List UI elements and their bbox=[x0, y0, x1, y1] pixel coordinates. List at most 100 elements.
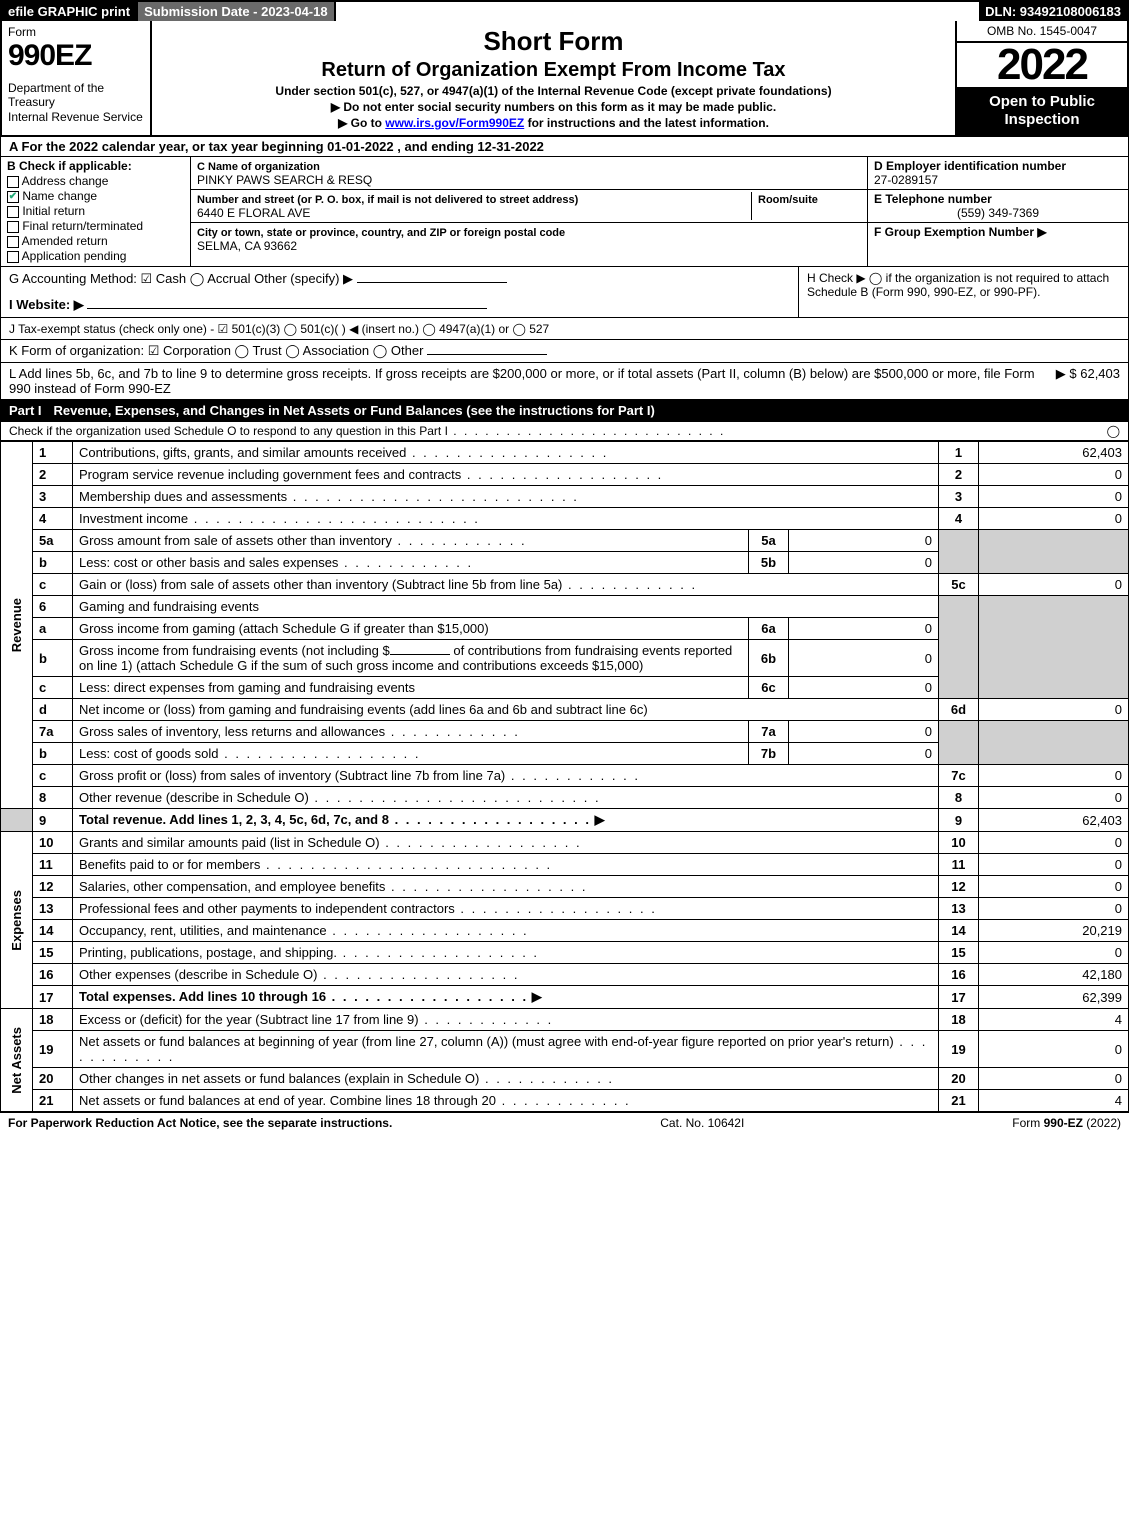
chk-label: Name change bbox=[22, 189, 97, 203]
footer-right-bold: 990-EZ bbox=[1044, 1116, 1083, 1130]
chk-initial-return[interactable]: Initial return bbox=[7, 204, 184, 218]
line-ref: 5c bbox=[939, 574, 979, 596]
shade-cell bbox=[1, 809, 33, 832]
form-header: Form 990EZ Department of the Treasury In… bbox=[0, 21, 1129, 137]
chk-label: Final return/terminated bbox=[22, 219, 143, 233]
chk-final-return[interactable]: Final return/terminated bbox=[7, 219, 184, 233]
line-desc: Gross income from fundraising events (no… bbox=[73, 640, 749, 677]
line-desc: Contributions, gifts, grants, and simila… bbox=[79, 445, 608, 460]
footer-right: Form 990-EZ (2022) bbox=[1012, 1116, 1121, 1130]
line-val: 0 bbox=[979, 898, 1129, 920]
chk-label: Address change bbox=[22, 174, 109, 188]
line-val: 0 bbox=[979, 699, 1129, 721]
line-num: 2 bbox=[33, 464, 73, 486]
line-ref: 17 bbox=[939, 986, 979, 1009]
sub-ref: 7b bbox=[749, 743, 789, 765]
line-val: 62,403 bbox=[979, 809, 1129, 832]
org-name: PINKY PAWS SEARCH & RESQ bbox=[197, 173, 372, 187]
note-link: ▶ Go to www.irs.gov/Form990EZ for instru… bbox=[162, 116, 945, 130]
line-num: 11 bbox=[33, 854, 73, 876]
chk-amended-return[interactable]: Amended return bbox=[7, 234, 184, 248]
revenue-side-label: Revenue bbox=[1, 442, 33, 809]
form-word: Form bbox=[8, 25, 144, 39]
line-num: 12 bbox=[33, 876, 73, 898]
line-num: a bbox=[33, 618, 73, 640]
line-ref: 7c bbox=[939, 765, 979, 787]
footer-left: For Paperwork Reduction Act Notice, see … bbox=[8, 1116, 392, 1130]
line-desc: Gross sales of inventory, less returns a… bbox=[79, 724, 520, 739]
part1-check-box[interactable]: ◯ bbox=[1107, 424, 1120, 438]
line-val: 0 bbox=[979, 1068, 1129, 1090]
line-desc: Gain or (loss) from sale of assets other… bbox=[79, 577, 697, 592]
arrow-icon: ▶ bbox=[532, 989, 542, 1004]
sub-val: 0 bbox=[789, 618, 939, 640]
org-name-cell: C Name of organization PINKY PAWS SEARCH… bbox=[191, 157, 867, 190]
line-num: 18 bbox=[33, 1009, 73, 1031]
chk-address-change[interactable]: Address change bbox=[7, 174, 184, 188]
line-desc: Net income or (loss) from gaming and fun… bbox=[73, 699, 939, 721]
section-j: J Tax-exempt status (check only one) - ☑… bbox=[0, 318, 1129, 340]
chk-name-change[interactable]: ✔ Name change bbox=[7, 189, 184, 203]
city-cell: City or town, state or province, country… bbox=[191, 223, 867, 255]
line-val: 4 bbox=[979, 1009, 1129, 1031]
line-num: 5a bbox=[33, 530, 73, 552]
line-num: 14 bbox=[33, 920, 73, 942]
submission-date: Submission Date - 2023-04-18 bbox=[138, 2, 336, 21]
header-right: OMB No. 1545-0047 2022 Open to Public In… bbox=[957, 21, 1127, 135]
line-ref: 4 bbox=[939, 508, 979, 530]
section-k: K Form of organization: ☑ Corporation ◯ … bbox=[0, 340, 1129, 363]
sub-ref: 7a bbox=[749, 721, 789, 743]
chk-application-pending[interactable]: Application pending bbox=[7, 249, 184, 263]
sub-val: 0 bbox=[789, 743, 939, 765]
netassets-side-label: Net Assets bbox=[1, 1009, 33, 1112]
form-number: 990EZ bbox=[8, 39, 144, 73]
section-c: C Name of organization PINKY PAWS SEARCH… bbox=[191, 157, 868, 266]
expenses-side-label: Expenses bbox=[1, 832, 33, 1009]
line-desc: Other changes in net assets or fund bala… bbox=[79, 1071, 614, 1086]
dept-label: Department of the Treasury Internal Reve… bbox=[8, 81, 144, 124]
line-ref: 14 bbox=[939, 920, 979, 942]
line-desc: Net assets or fund balances at beginning… bbox=[79, 1034, 927, 1064]
section-gh: G Accounting Method: ☑ Cash ◯ Accrual Ot… bbox=[0, 267, 1129, 318]
line-desc: Less: direct expenses from gaming and fu… bbox=[73, 677, 749, 699]
footer-right-pre: Form bbox=[1012, 1116, 1043, 1130]
line-ref: 13 bbox=[939, 898, 979, 920]
city-label: City or town, state or province, country… bbox=[197, 227, 565, 239]
page-footer: For Paperwork Reduction Act Notice, see … bbox=[0, 1112, 1129, 1133]
note2-post: for instructions and the latest informat… bbox=[524, 116, 769, 130]
room-label: Room/suite bbox=[758, 194, 818, 206]
line-ref: 18 bbox=[939, 1009, 979, 1031]
phone-value: (559) 349-7369 bbox=[874, 206, 1122, 220]
line-num: 8 bbox=[33, 787, 73, 809]
line-val: 42,180 bbox=[979, 964, 1129, 986]
line-num: 10 bbox=[33, 832, 73, 854]
info-block: B Check if applicable: Address change ✔ … bbox=[0, 157, 1129, 267]
header-center: Short Form Return of Organization Exempt… bbox=[152, 21, 957, 135]
line-desc: Total revenue. Add lines 1, 2, 3, 4, 5c,… bbox=[79, 812, 591, 827]
shade-cell bbox=[939, 530, 979, 574]
section-l-amount: ▶ $ 62,403 bbox=[1046, 366, 1120, 396]
top-bar: efile GRAPHIC print Submission Date - 20… bbox=[0, 0, 1129, 21]
part1-check: Check if the organization used Schedule … bbox=[0, 422, 1129, 441]
line-val: 0 bbox=[979, 464, 1129, 486]
group-exemption-cell: F Group Exemption Number ▶ bbox=[868, 223, 1128, 241]
checkbox-icon bbox=[7, 251, 19, 263]
line-num: 1 bbox=[33, 442, 73, 464]
line-ref: 10 bbox=[939, 832, 979, 854]
line-desc: Total expenses. Add lines 10 through 16 bbox=[79, 989, 528, 1004]
sub-val: 0 bbox=[789, 640, 939, 677]
efile-label: efile GRAPHIC print bbox=[2, 2, 138, 21]
line-desc: Less: cost or other basis and sales expe… bbox=[79, 555, 473, 570]
line-val: 20,219 bbox=[979, 920, 1129, 942]
irs-link[interactable]: www.irs.gov/Form990EZ bbox=[385, 116, 524, 130]
shade-cell bbox=[979, 530, 1129, 574]
section-de: D Employer identification number 27-0289… bbox=[868, 157, 1128, 266]
tax-year: 2022 bbox=[957, 43, 1127, 87]
shade-cell bbox=[939, 596, 979, 699]
line-val: 4 bbox=[979, 1090, 1129, 1112]
line-desc: Gaming and fundraising events bbox=[73, 596, 939, 618]
checkbox-icon bbox=[7, 176, 19, 188]
phone-cell: E Telephone number (559) 349-7369 bbox=[868, 190, 1128, 223]
line-ref: 21 bbox=[939, 1090, 979, 1112]
revenue-vertical-label: Revenue bbox=[7, 594, 26, 656]
